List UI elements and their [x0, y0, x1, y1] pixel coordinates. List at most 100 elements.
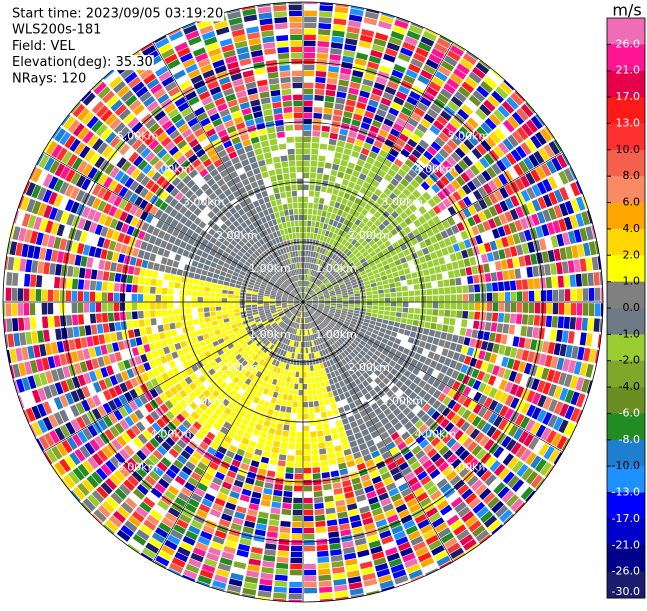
header-line: WLS200s-181	[12, 23, 101, 38]
colorbar-tick-label: 17.0	[616, 90, 641, 103]
range-label: 5.00km	[117, 130, 159, 143]
colorbar-tick-label: 1.0	[623, 275, 641, 288]
colorbar-segment	[607, 308, 645, 335]
spoke	[302, 301, 563, 453]
range-label: 3.00km	[183, 196, 225, 209]
colorbar-segment	[607, 18, 645, 45]
range-label: 3.00km	[183, 394, 225, 407]
colorbar-segment	[607, 439, 645, 467]
range-label: 1.00km	[315, 328, 357, 341]
range-ring	[122, 121, 484, 483]
radar-cells	[3, 11, 559, 590]
colorbar-tick-label: 4.0	[623, 222, 641, 235]
radar-cells	[3, 19, 600, 602]
colorbar-segment	[607, 44, 645, 72]
range-label: 5.00km	[448, 130, 490, 143]
spoke	[43, 301, 304, 453]
radar-cells	[5, 49, 571, 590]
colorbar-tick-label: -13.0	[612, 486, 640, 499]
overlay: 1.00km 1.00km 1.00km 1.00km 2.00km 2.00km 2.00…	[2, 1, 604, 603]
colorbar-tick-label: 8.0	[623, 169, 641, 182]
header-bg	[11, 71, 88, 87]
colorbar-segment	[607, 360, 645, 388]
range-ring	[242, 241, 364, 363]
colorbar-tick-label: -4.0	[619, 380, 640, 393]
colorbar-tick-label: -17.0	[612, 512, 640, 525]
radar-field	[3, 2, 604, 602]
colorbar-segment	[607, 545, 645, 573]
radar-cells	[11, 2, 603, 600]
header-bg	[11, 22, 103, 38]
header-line: Field: VEL	[12, 39, 76, 54]
spoke	[302, 301, 454, 562]
header-bg	[11, 38, 77, 54]
colorbar-segment	[607, 413, 645, 441]
header-line: Elevation(deg): 35.30	[12, 55, 153, 70]
header-line: NRays: 120	[12, 71, 86, 86]
colorbar: 26.0 21.0 17.0 13.0 10.0 8.0 6.0 4.0 2.0 1.0 0.0 -1…	[606, 17, 646, 599]
range-label: 5.00km	[117, 460, 159, 473]
colorbar-segment	[607, 70, 645, 98]
colorbar-segment	[607, 228, 645, 256]
colorbar-tick-label: 6.0	[623, 196, 641, 209]
colorbar-tick-label: 2.0	[623, 248, 641, 261]
colorbar-segment	[607, 492, 645, 520]
colorbar-segment	[607, 571, 645, 599]
range-label: 4.00km	[150, 427, 192, 440]
range-label: 4.00km	[415, 427, 457, 440]
colorbar-segment	[607, 97, 645, 124]
spoke	[152, 42, 304, 303]
range-label: 2.00km	[348, 229, 390, 242]
range-label: 5.00km	[448, 460, 490, 473]
colorbar-tick-label: 13.0	[616, 116, 641, 129]
colorbar-tick-label: -30.0	[612, 585, 640, 598]
colorbar-tick-label: -21.0	[612, 538, 640, 551]
range-label: 4.00km	[150, 163, 192, 176]
colorbar-segment	[607, 387, 645, 414]
range-label: 1.00km	[315, 262, 357, 275]
radar-cells	[4, 8, 603, 599]
range-label: 2.00km	[348, 361, 390, 374]
colorbar-tick-label: -6.0	[619, 406, 640, 419]
colorbar-segment	[607, 123, 645, 151]
spoke	[302, 42, 454, 303]
range-label: 2.00km	[216, 361, 258, 374]
colorbar-tick-label: -8.0	[619, 433, 640, 446]
colorbar-tick-label: 10.0	[616, 143, 641, 156]
colorbar-segment	[607, 149, 645, 177]
colorbar-tick-label: 26.0	[616, 37, 641, 50]
colorbar-tick-label: -10.0	[612, 459, 640, 472]
range-label: 1.00km	[249, 328, 291, 341]
range-label: 4.00km	[415, 163, 457, 176]
colorbar-tick-label: -1.0	[619, 327, 640, 340]
colorbar-segment	[607, 518, 645, 546]
colorbar-tick-label: 0.0	[623, 301, 641, 314]
colorbar-segment	[607, 255, 645, 283]
range-label: 3.00km	[381, 196, 423, 209]
radar-cells	[13, 2, 603, 592]
spoke	[302, 151, 563, 303]
colorbar-segment	[607, 281, 645, 309]
colorbar-tick-label: -2.0	[619, 354, 640, 367]
colorbar-tick-label: 21.0	[616, 64, 641, 77]
colorbar-segment	[607, 466, 645, 494]
range-label: 3.00km	[381, 394, 423, 407]
range-ring	[2, 1, 604, 603]
colorbar-segment	[607, 176, 645, 204]
colorbar-segment	[607, 202, 645, 230]
colorbar-tick-label: -26.0	[612, 565, 640, 578]
header-line: Start time: 2023/09/05 03:19:20	[12, 7, 223, 22]
range-label: 2.00km	[216, 229, 258, 242]
header-bg	[11, 55, 154, 71]
header-bg	[11, 6, 225, 22]
spoke	[43, 151, 304, 303]
spoke	[152, 301, 304, 562]
colorbar-segment	[607, 334, 645, 362]
radar-cells	[9, 12, 594, 601]
range-ring	[182, 181, 424, 423]
range-ring	[62, 61, 544, 543]
colorbar-label: m/s	[612, 1, 641, 20]
range-label: 1.00km	[249, 262, 291, 275]
colorbar-frame	[606, 17, 646, 599]
